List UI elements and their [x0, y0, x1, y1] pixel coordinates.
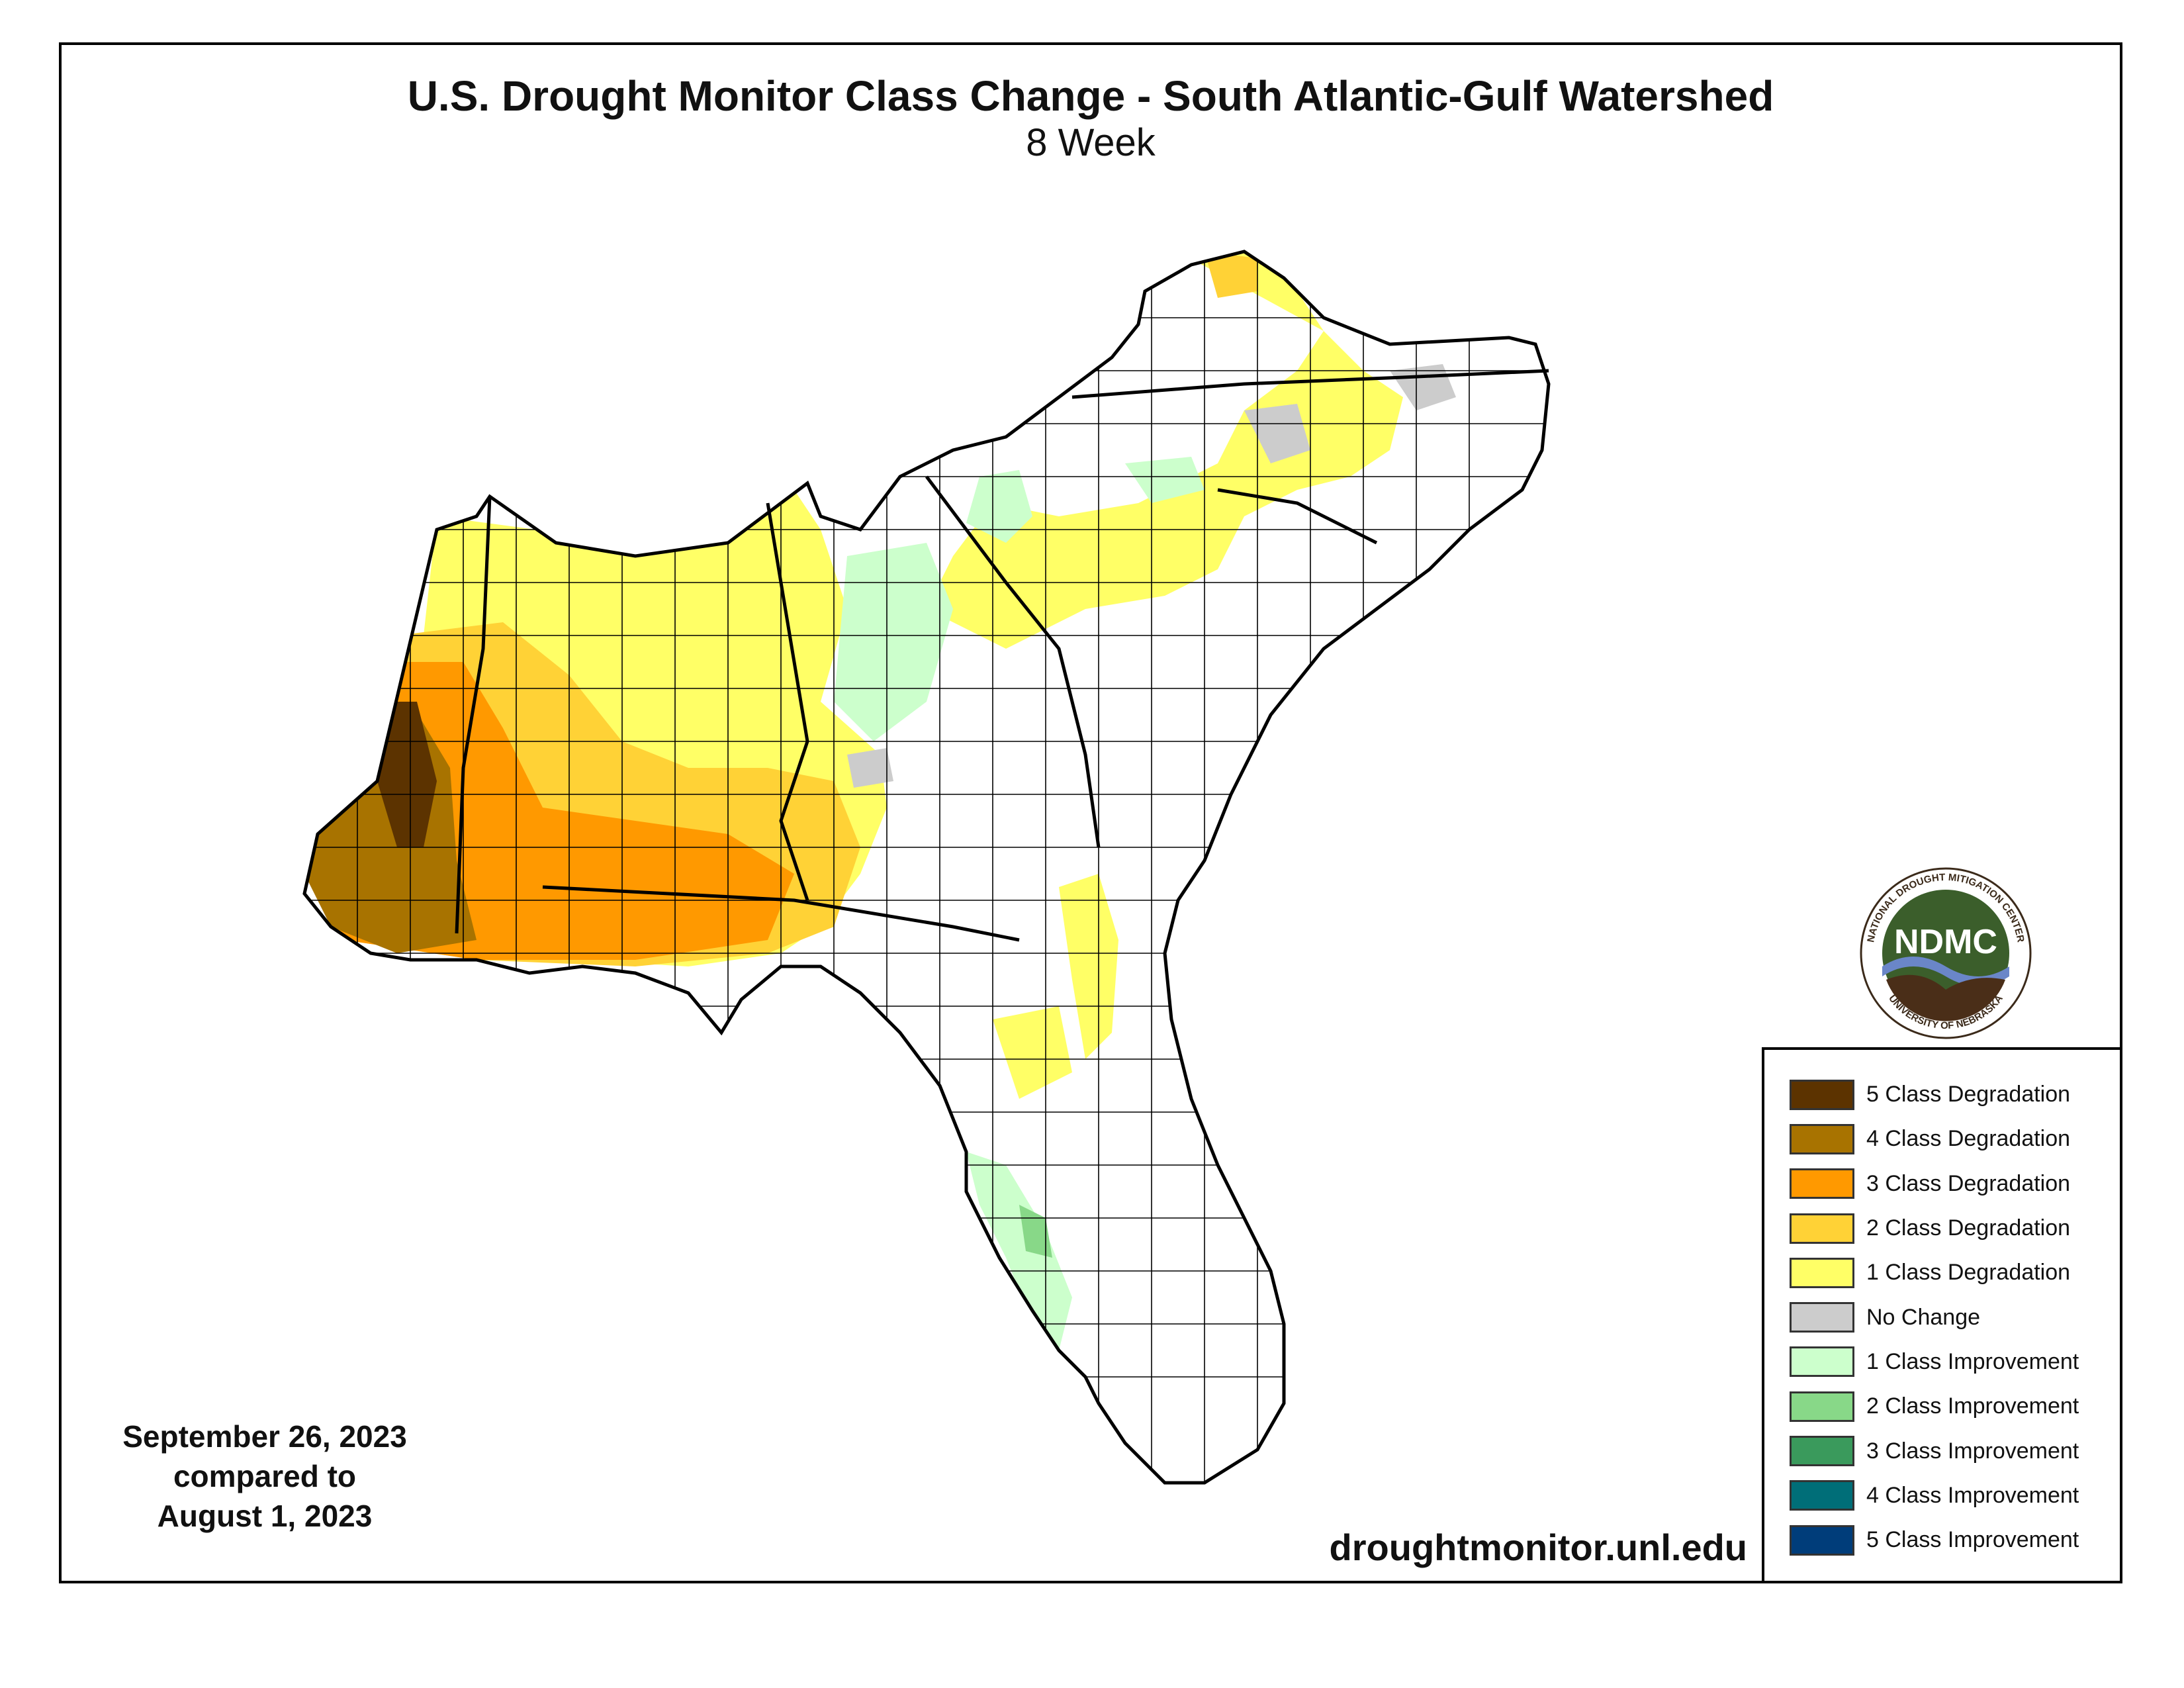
- legend-item: 4 Class Improvement: [1764, 1474, 2120, 1518]
- legend-label: No Change: [1866, 1304, 1981, 1330]
- legend-item: 3 Class Improvement: [1764, 1429, 2120, 1473]
- date-compared-to: compared to: [173, 1459, 357, 1493]
- legend-swatch: [1790, 1480, 1854, 1511]
- source-url[interactable]: droughtmonitor.unl.edu: [1329, 1526, 1747, 1568]
- date-previous: August 1, 2023: [157, 1499, 373, 1533]
- legend-swatch: [1790, 1346, 1854, 1378]
- legend-label: 4 Class Improvement: [1866, 1482, 2079, 1508]
- date-comparison: September 26, 2023 compared to August 1,…: [86, 1417, 443, 1536]
- legend-swatch: [1790, 1391, 1854, 1422]
- legend-label: 3 Class Improvement: [1866, 1438, 2079, 1464]
- legend-swatch: [1790, 1524, 1854, 1556]
- map-title: U.S. Drought Monitor Class Change - Sout…: [407, 72, 1774, 120]
- legend-swatch: [1790, 1257, 1854, 1288]
- legend-swatch: [1790, 1123, 1854, 1154]
- legend-label: 5 Class Improvement: [1866, 1527, 2079, 1553]
- legend-label: 3 Class Degradation: [1866, 1170, 2071, 1196]
- legend-swatch: [1790, 1436, 1854, 1467]
- legend-item: 4 Class Degradation: [1764, 1117, 2120, 1161]
- legend-item: 2 Class Improvement: [1764, 1384, 2120, 1429]
- legend: 5 Class Degradation 4 Class Degradation …: [1762, 1047, 2122, 1583]
- legend-label: 1 Class Improvement: [1866, 1348, 2079, 1374]
- legend-label: 5 Class Degradation: [1866, 1082, 2071, 1107]
- watershed-map: [302, 250, 1551, 1485]
- legend-item: 2 Class Degradation: [1764, 1206, 2120, 1250]
- legend-item: 1 Class Degradation: [1764, 1250, 2120, 1295]
- legend-item: 5 Class Improvement: [1764, 1518, 2120, 1562]
- legend-swatch: [1790, 1168, 1854, 1199]
- logo-text: NDMC: [1894, 923, 1997, 961]
- legend-label: 2 Class Degradation: [1866, 1215, 2071, 1241]
- legend-swatch: [1790, 1213, 1854, 1244]
- legend-swatch: [1790, 1302, 1854, 1333]
- legend-label: 2 Class Improvement: [1866, 1393, 2079, 1419]
- legend-item: 5 Class Degradation: [1764, 1072, 2120, 1117]
- legend-item: 3 Class Degradation: [1764, 1162, 2120, 1206]
- legend-swatch: [1790, 1079, 1854, 1110]
- legend-item: 1 Class Improvement: [1764, 1340, 2120, 1384]
- legend-label: 1 Class Degradation: [1866, 1260, 2071, 1286]
- date-current: September 26, 2023: [122, 1419, 407, 1454]
- map-subtitle: 8 Week: [1026, 121, 1156, 164]
- ndmc-logo: NDMC NATIONAL DROUGHT MITIGATION CENTER …: [1860, 867, 2032, 1039]
- legend-item: No Change: [1764, 1295, 2120, 1339]
- legend-label: 4 Class Degradation: [1866, 1126, 2071, 1152]
